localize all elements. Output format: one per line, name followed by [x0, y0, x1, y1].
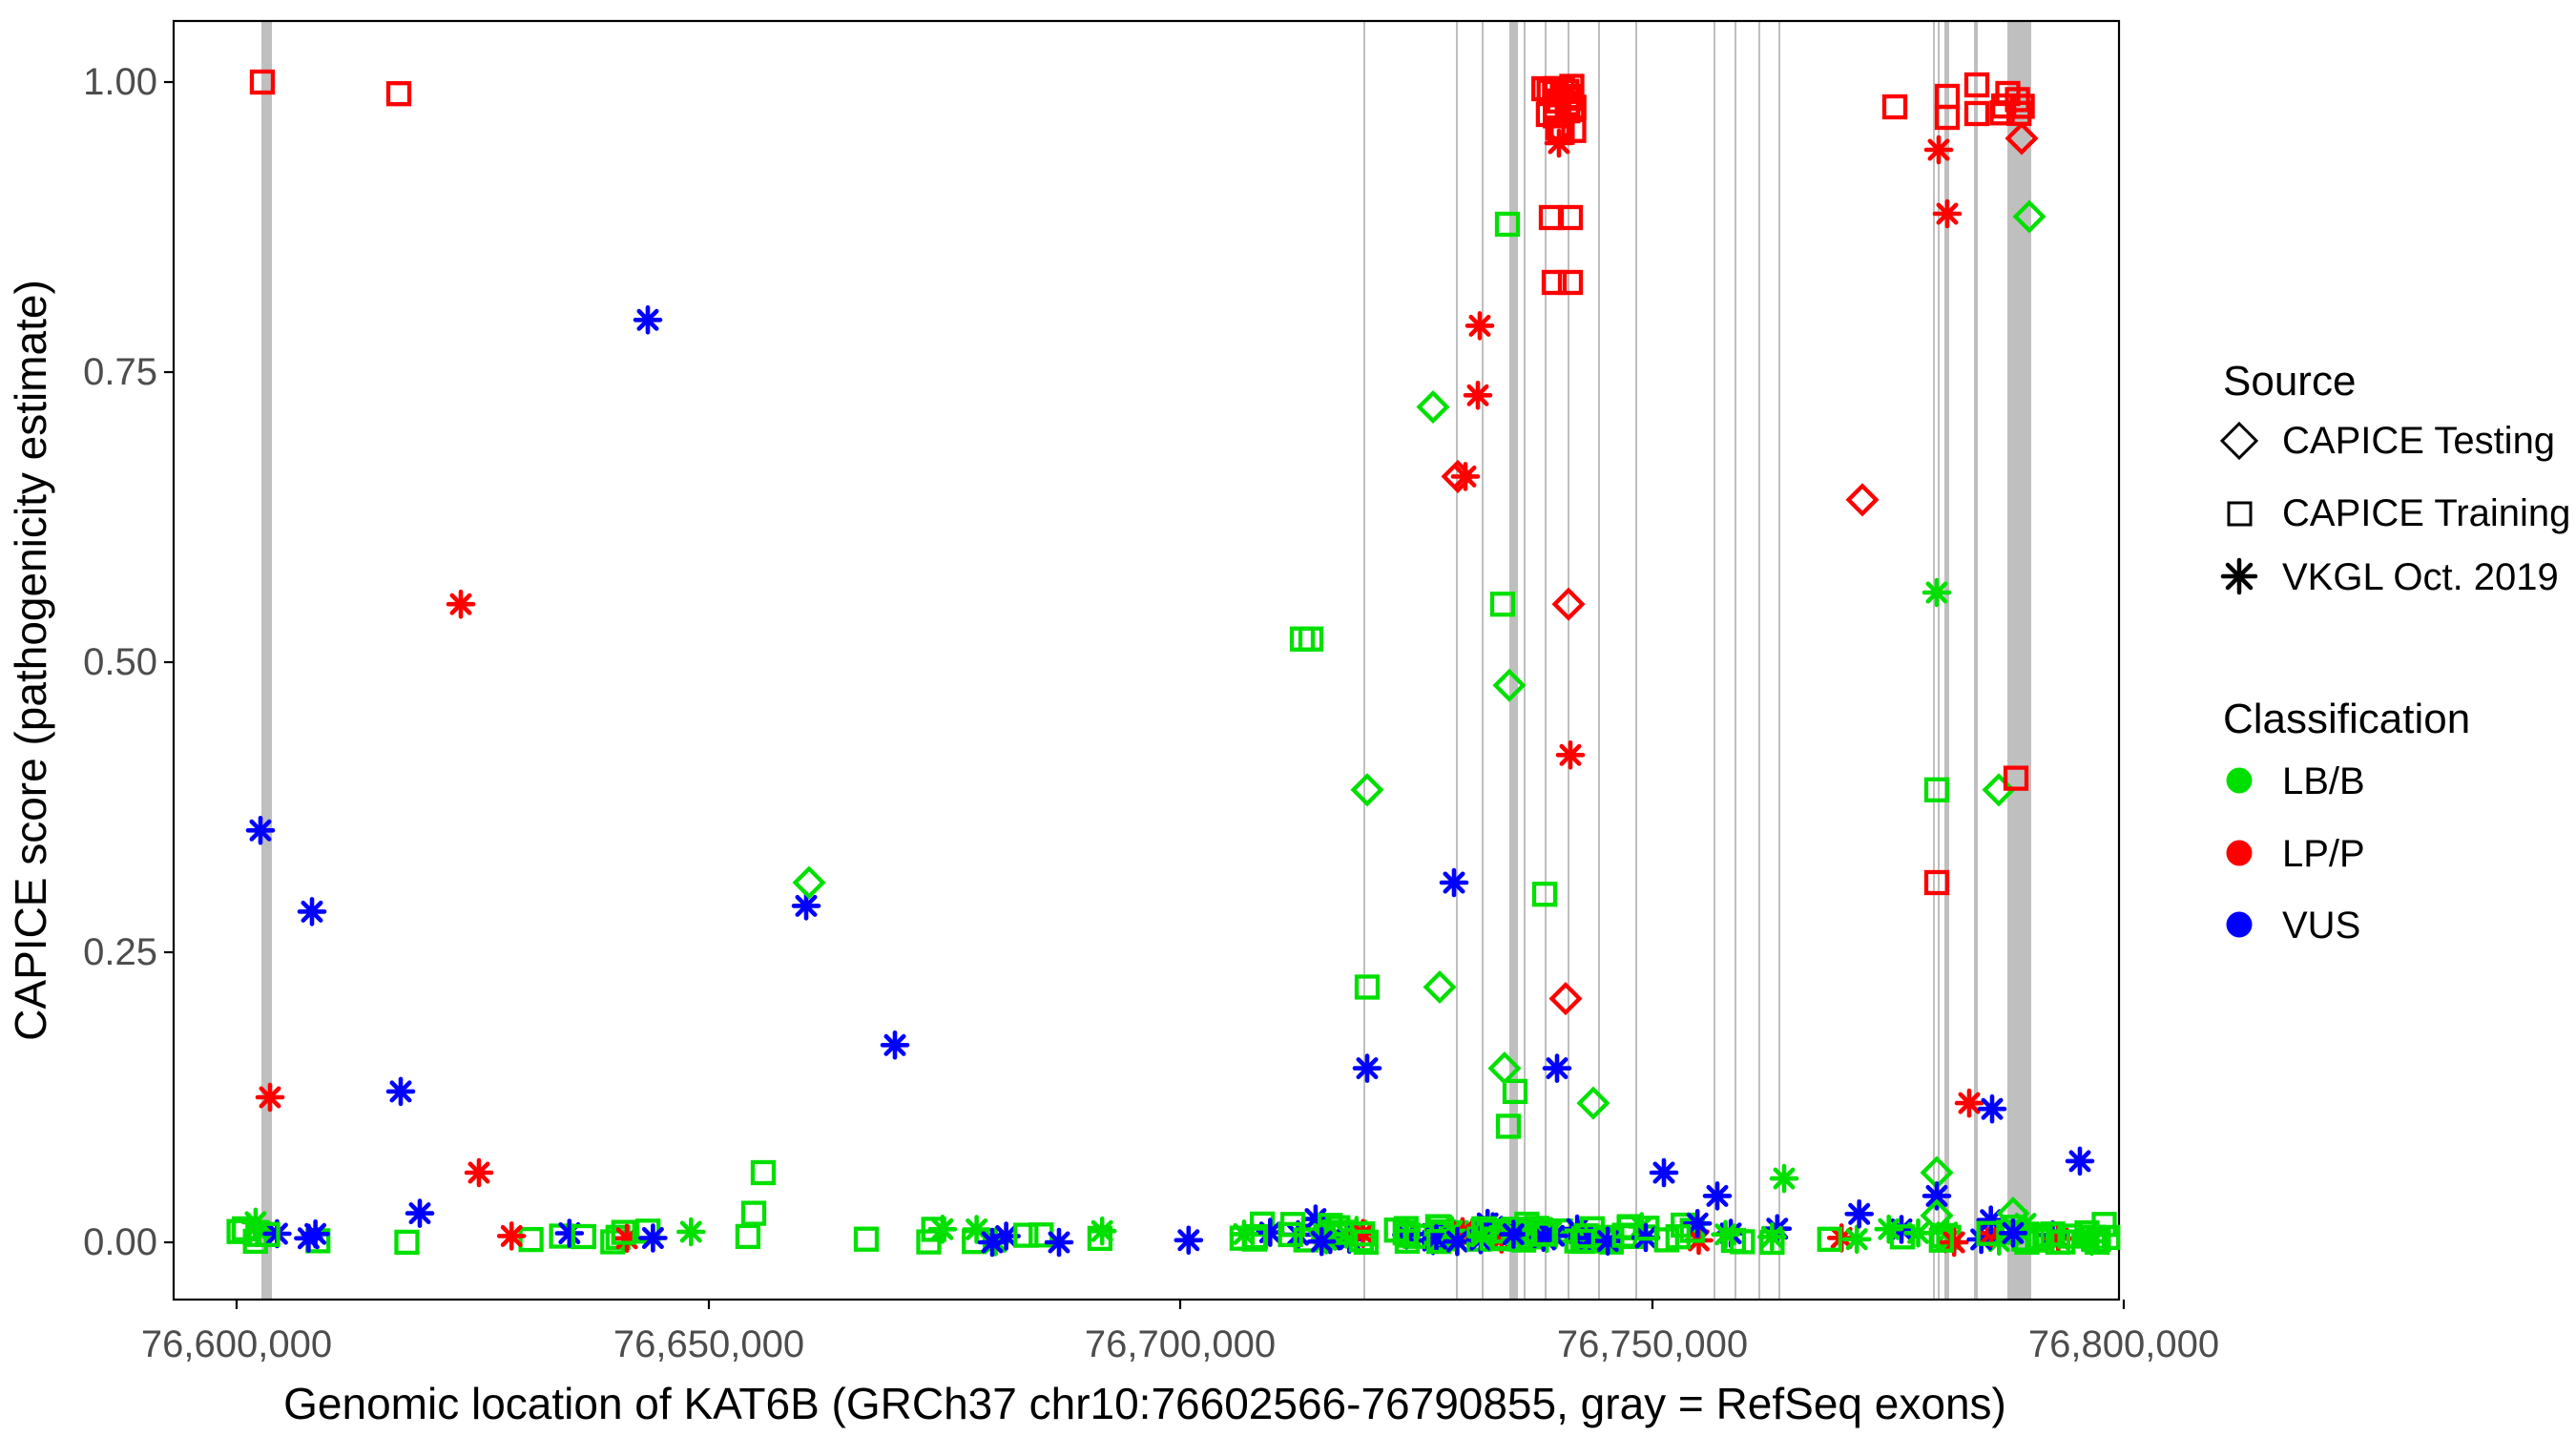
svg-text:76,700,000: 76,700,000 — [1085, 1323, 1276, 1365]
svg-text:VUS: VUS — [2282, 905, 2360, 947]
svg-text:VKGL Oct. 2019: VKGL Oct. 2019 — [2282, 556, 2559, 598]
svg-text:1.00: 1.00 — [83, 61, 157, 103]
svg-text:Source: Source — [2223, 358, 2356, 405]
svg-text:LP/P: LP/P — [2282, 833, 2365, 875]
svg-text:76,800,000: 76,800,000 — [2028, 1323, 2219, 1365]
svg-text:Genomic location of KAT6B (GRC: Genomic location of KAT6B (GRCh37 chr10:… — [283, 1379, 2006, 1428]
svg-text:0.50: 0.50 — [83, 641, 157, 683]
svg-text:Classification: Classification — [2223, 696, 2470, 742]
svg-text:CAPICE Testing: CAPICE Testing — [2282, 420, 2555, 462]
svg-text:CAPICE Training: CAPICE Training — [2282, 492, 2570, 534]
svg-text:76,650,000: 76,650,000 — [613, 1323, 804, 1365]
svg-text:0.25: 0.25 — [83, 931, 157, 973]
svg-text:LB/B: LB/B — [2282, 760, 2365, 802]
svg-text:76,750,000: 76,750,000 — [1557, 1323, 1748, 1365]
svg-text:CAPICE score (pathogenicity es: CAPICE score (pathogenicity estimate) — [6, 280, 55, 1041]
svg-text:0.75: 0.75 — [83, 351, 157, 393]
svg-text:76,600,000: 76,600,000 — [141, 1323, 332, 1365]
svg-text:0.00: 0.00 — [83, 1221, 157, 1263]
